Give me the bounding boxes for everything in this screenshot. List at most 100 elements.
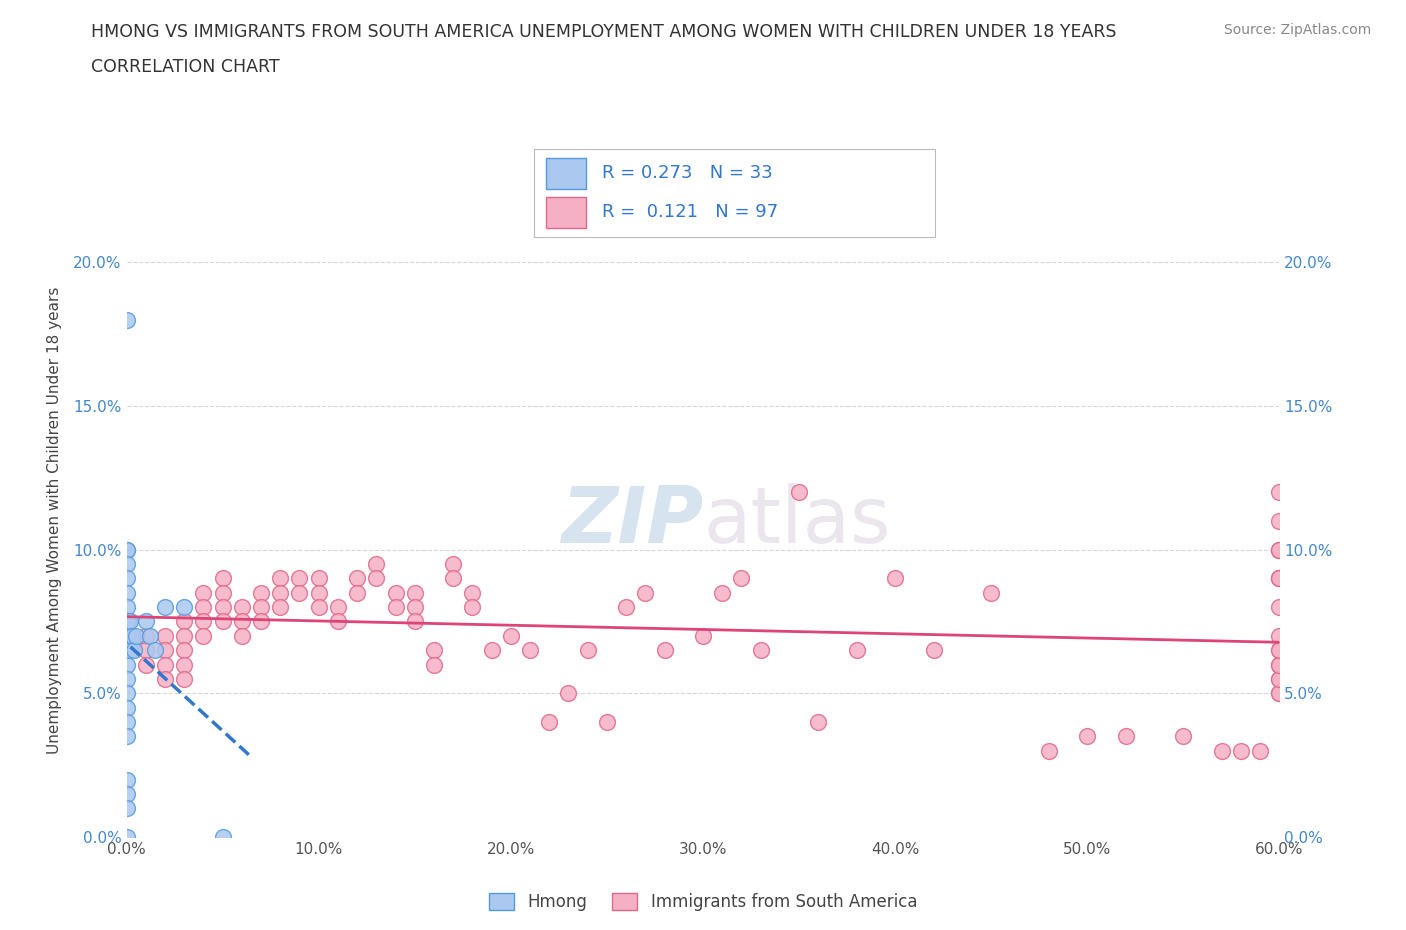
Point [423, 643, 446, 658]
Point [115, 312, 138, 327]
Point [461, 585, 484, 600]
Point [135, 629, 157, 644]
Point [404, 600, 426, 615]
Point [115, 830, 138, 844]
Point [115, 772, 138, 787]
Point [384, 585, 406, 600]
Point [211, 571, 233, 586]
Point [115, 571, 138, 586]
Point [1268, 629, 1291, 644]
Point [122, 643, 145, 658]
Point [692, 629, 714, 644]
Point [1268, 513, 1291, 528]
Point [121, 629, 143, 644]
Point [1249, 743, 1271, 758]
Point [1115, 729, 1137, 744]
Point [211, 614, 233, 629]
Text: HMONG VS IMMIGRANTS FROM SOUTH AMERICA UNEMPLOYMENT AMONG WOMEN WITH CHILDREN UN: HMONG VS IMMIGRANTS FROM SOUTH AMERICA U… [91, 23, 1116, 41]
Point [115, 629, 138, 644]
Point [211, 585, 233, 600]
Point [115, 801, 138, 816]
Point [308, 571, 330, 586]
Point [115, 614, 138, 629]
Point [250, 600, 273, 615]
Point [576, 643, 599, 658]
Point [193, 585, 215, 600]
Point [980, 585, 1002, 600]
Point [308, 585, 330, 600]
Point [153, 600, 176, 615]
Point [115, 700, 138, 715]
Point [1268, 485, 1291, 499]
Point [1268, 643, 1291, 658]
Point [153, 671, 176, 686]
Point [441, 556, 464, 571]
Point [211, 830, 233, 844]
FancyBboxPatch shape [534, 149, 935, 237]
Point [269, 600, 291, 615]
Point [1268, 671, 1291, 686]
Point [193, 600, 215, 615]
Point [1268, 542, 1291, 557]
Point [922, 643, 945, 658]
Point [173, 614, 195, 629]
Text: ZIP: ZIP [561, 483, 703, 559]
Point [654, 643, 676, 658]
Point [845, 643, 868, 658]
Point [461, 600, 484, 615]
Point [346, 585, 368, 600]
Point [173, 658, 195, 672]
Point [1268, 542, 1291, 557]
Text: R = 0.273   N = 33: R = 0.273 N = 33 [602, 164, 773, 181]
Point [115, 729, 138, 744]
Point [404, 614, 426, 629]
Point [1173, 729, 1195, 744]
Point [423, 658, 446, 672]
Point [481, 643, 503, 658]
Point [115, 714, 138, 729]
Point [193, 614, 215, 629]
Point [153, 629, 176, 644]
Point [404, 585, 426, 600]
Point [326, 614, 349, 629]
Point [288, 585, 311, 600]
Point [120, 643, 142, 658]
Point [145, 643, 166, 658]
Point [115, 671, 138, 686]
Point [1268, 542, 1291, 557]
Point [519, 643, 541, 658]
Point [115, 787, 138, 802]
FancyBboxPatch shape [547, 197, 586, 228]
Point [173, 629, 195, 644]
Text: atlas: atlas [703, 483, 890, 559]
Point [1211, 743, 1233, 758]
Point [711, 585, 734, 600]
Point [153, 643, 176, 658]
Legend: Hmong, Immigrants from South America: Hmong, Immigrants from South America [489, 893, 917, 910]
Point [326, 600, 349, 615]
Point [1038, 743, 1060, 758]
Point [193, 629, 215, 644]
Point [269, 571, 291, 586]
Point [807, 714, 830, 729]
Point [1268, 658, 1291, 672]
Point [1268, 685, 1291, 700]
Point [1076, 729, 1098, 744]
Point [135, 658, 157, 672]
Point [125, 629, 148, 644]
Point [115, 542, 138, 557]
Point [231, 614, 253, 629]
Point [1268, 571, 1291, 586]
Point [115, 600, 138, 615]
Point [787, 485, 810, 499]
Point [614, 600, 637, 615]
Text: CORRELATION CHART: CORRELATION CHART [91, 58, 280, 75]
Point [346, 571, 368, 586]
Point [441, 571, 464, 586]
Point [115, 685, 138, 700]
Point [269, 585, 291, 600]
Point [1268, 571, 1291, 586]
Point [366, 556, 388, 571]
FancyBboxPatch shape [547, 158, 586, 189]
Point [153, 658, 176, 672]
